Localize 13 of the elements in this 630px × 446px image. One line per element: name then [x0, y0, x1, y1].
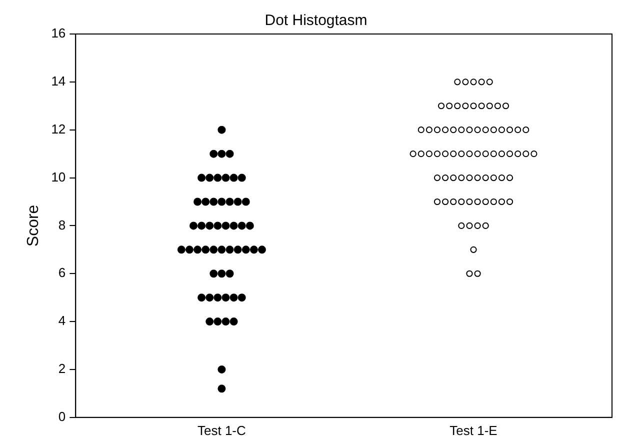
y-tick-label: 2: [58, 361, 66, 376]
y-tick-label: 14: [51, 74, 66, 89]
y-tick-label: 12: [51, 121, 66, 136]
x-tick-label: Test 1-C: [198, 422, 246, 438]
y-tick-label: 16: [51, 26, 66, 41]
y-tick-label: 4: [58, 313, 66, 328]
y-tick-label: 10: [51, 169, 66, 184]
y-tick-label: 6: [58, 265, 66, 280]
x-tick-label: Test 1-E: [450, 422, 498, 438]
y-tick-label: 0: [58, 408, 66, 424]
y-tick-label: 8: [58, 217, 66, 232]
y-axis-title: Score: [25, 204, 42, 247]
chart-title: Dot Histogtasm: [264, 12, 368, 30]
